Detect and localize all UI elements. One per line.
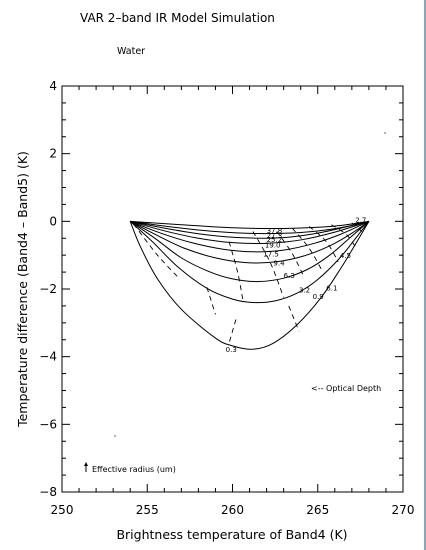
optical-depth-curve <box>129 220 370 264</box>
y-tick-label: −4 <box>39 350 57 364</box>
optical-depth-label: 6.3 <box>284 272 295 280</box>
effective-radius-line <box>331 224 356 247</box>
radius-labels: 6.1 4.5 2.7 <box>326 217 366 293</box>
effective-radius-line <box>206 287 216 315</box>
optical-depth-labels: 0.3 0.93.2 6.3 9.4 17.519.025.227.337.8 <box>226 227 324 354</box>
effective-radius-lines <box>133 222 363 344</box>
y-axis: 4 2 0 −2 −4 −6 −8 <box>39 79 403 499</box>
x-axis: 250 255 260 265 270 <box>51 86 415 517</box>
optical-depth-label: 19.0 <box>265 241 281 249</box>
effective-radius-line <box>228 241 244 300</box>
radius-label: 2.7 <box>355 217 366 225</box>
optical-depth-curve <box>129 221 370 350</box>
optical-depth-label: 25.2 <box>267 236 283 244</box>
y-tick-label: −8 <box>39 485 57 499</box>
effective-radius-line <box>351 222 363 232</box>
optical-depth-label: 27.3 <box>267 232 283 240</box>
effective-radius-line <box>228 319 237 344</box>
x-tick-label: 270 <box>392 503 415 517</box>
optical-depth-label: 9.4 <box>273 260 285 268</box>
optical-depth-annotation: <-- Optical Depth <box>311 384 381 393</box>
x-tick-label: 260 <box>221 503 244 517</box>
y-tick-label: −6 <box>39 417 57 431</box>
effective-radius-line <box>291 227 324 273</box>
radius-label: 4.5 <box>340 252 351 260</box>
optical-depth-label: 37.8 <box>267 227 283 235</box>
plot-frame <box>61 85 404 493</box>
y-tick-label: 0 <box>49 214 57 228</box>
x-tick-label: 265 <box>306 503 329 517</box>
stray-dot <box>384 132 386 134</box>
optical-depth-curve <box>130 220 369 230</box>
arrow-head-icon <box>84 462 88 466</box>
optical-depth-curve <box>130 220 370 253</box>
optical-depth-curves <box>129 220 370 350</box>
x-tick-label: 255 <box>136 503 159 517</box>
optical-depth-curve <box>130 220 370 245</box>
effective-radius-line <box>276 231 305 278</box>
optical-depth-curve <box>130 220 370 239</box>
optical-depth-curve <box>129 220 370 304</box>
optical-depth-label: 17.5 <box>263 250 279 258</box>
optical-depth-label: 3.2 <box>299 287 310 295</box>
effective-radius-line <box>308 226 339 263</box>
stray-dot <box>114 435 116 437</box>
chart-title: VAR 2–band IR Model Simulation <box>80 11 275 25</box>
effective-radius-line <box>133 223 180 280</box>
y-axis-label: Temperature difference (Band4 – Band5) (… <box>15 151 30 428</box>
x-tick-label: 250 <box>51 503 74 517</box>
y-tick-label: −2 <box>39 282 57 296</box>
optical-depth-label: 0.3 <box>226 346 237 354</box>
effective-radius-line <box>252 231 285 298</box>
window-edge <box>424 0 426 550</box>
effective-radius-line <box>288 305 300 332</box>
y-tick-label: 2 <box>49 147 57 161</box>
effective-radius-label: Effective radius (um) <box>92 465 176 474</box>
optical-depth-curve <box>130 220 370 235</box>
effective-radius-annotation: Effective radius (um) <box>84 462 176 474</box>
x-axis-label: Brightness temperature of Band4 (K) <box>116 527 347 542</box>
optical-depth-label: 0.9 <box>313 293 324 301</box>
y-tick-label: 4 <box>49 79 57 93</box>
chart-subtitle: Water <box>117 46 145 57</box>
optical-depth-curve <box>129 220 370 283</box>
radius-label: 6.1 <box>326 284 337 292</box>
